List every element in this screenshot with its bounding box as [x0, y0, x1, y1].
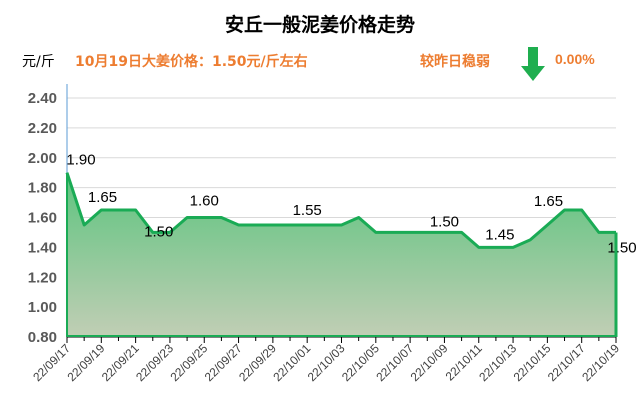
x-tick-label: 22/10/19: [579, 341, 622, 384]
y-tick-label: 1.60: [28, 210, 57, 227]
unit-label: 元/斤: [22, 54, 55, 70]
change-percent: 0.00%: [555, 51, 595, 67]
data-label: 1.55: [293, 202, 322, 219]
data-label: 1.50: [144, 223, 173, 240]
data-label: 1.90: [66, 152, 95, 169]
arrow-down-icon: [521, 47, 545, 81]
y-tick-label: 1.40: [28, 239, 57, 256]
price-line: [65, 172, 616, 249]
y-axis-ticks: 2.40 2.20 2.00 1.80 1.60 1.40 1.20 1.00 0.80: [28, 90, 57, 346]
y-tick-label: 1.00: [28, 299, 57, 316]
data-label: 1.65: [88, 189, 117, 206]
y-tick-label: 2.20: [28, 120, 57, 137]
data-label: 1.50: [430, 213, 459, 230]
price-summary: 10月19日大姜价格：1.50元/斤左右: [75, 54, 308, 70]
data-label: 1.50: [607, 239, 636, 256]
x-tick-label: 22/10/09: [408, 341, 451, 384]
y-tick-label: 1.20: [28, 269, 57, 286]
data-label: 1.45: [485, 226, 514, 243]
y-tick-label: 2.40: [28, 90, 57, 107]
y-tick-label: 1.80: [28, 180, 57, 197]
y-tick-label: 2.00: [28, 150, 57, 167]
compare-text: 较昨日稳弱: [420, 54, 490, 70]
data-labels: 1.90 1.65 1.50 1.60 1.55 1.50 1.45 1.65 1.50: [66, 152, 636, 257]
y-tick-label: 0.80: [28, 329, 57, 346]
x-axis-ticks: 22/09/1722/09/1922/09/2122/09/2322/09/25…: [30, 337, 622, 384]
chart-title: 安丘一般泥姜价格走势: [224, 14, 415, 36]
data-label: 1.65: [534, 193, 563, 210]
data-label: 1.60: [190, 193, 219, 210]
price-area: [67, 172, 616, 337]
